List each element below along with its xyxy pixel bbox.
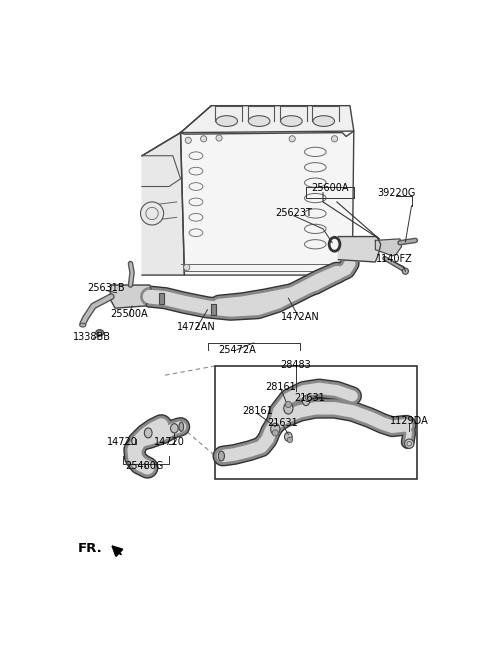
Bar — [211, 304, 216, 315]
Text: 25500A: 25500A — [110, 308, 148, 319]
Ellipse shape — [170, 424, 178, 433]
Text: 25480G: 25480G — [125, 461, 164, 471]
Circle shape — [141, 202, 164, 225]
Ellipse shape — [285, 432, 292, 441]
Polygon shape — [180, 131, 354, 275]
Text: 39220G: 39220G — [377, 188, 415, 197]
Text: 14720: 14720 — [108, 437, 138, 447]
Circle shape — [184, 264, 190, 270]
Text: 1338BB: 1338BB — [73, 332, 111, 342]
Circle shape — [285, 401, 291, 407]
Text: 28161: 28161 — [242, 406, 273, 417]
Ellipse shape — [216, 115, 238, 127]
Circle shape — [305, 394, 312, 401]
Text: 25472A: 25472A — [218, 345, 256, 355]
Ellipse shape — [271, 423, 280, 435]
Circle shape — [289, 136, 295, 142]
Ellipse shape — [281, 115, 302, 127]
Ellipse shape — [80, 323, 86, 327]
Text: FR.: FR. — [78, 542, 103, 555]
Text: 21631: 21631 — [294, 393, 324, 403]
Bar — [159, 293, 164, 304]
Polygon shape — [142, 133, 184, 275]
Text: 14720: 14720 — [154, 437, 184, 447]
Text: 1140FZ: 1140FZ — [375, 254, 412, 264]
Polygon shape — [375, 239, 402, 256]
Ellipse shape — [302, 396, 310, 405]
Text: 25600A: 25600A — [311, 183, 348, 193]
Ellipse shape — [96, 330, 104, 336]
Text: 1472AN: 1472AN — [280, 312, 319, 322]
Ellipse shape — [144, 428, 152, 438]
Ellipse shape — [284, 403, 293, 414]
Circle shape — [402, 268, 408, 274]
Text: 28483: 28483 — [281, 360, 312, 370]
Circle shape — [332, 136, 337, 142]
Text: 25623T: 25623T — [276, 209, 312, 218]
Circle shape — [201, 136, 207, 142]
Text: 1129DA: 1129DA — [390, 416, 429, 426]
Circle shape — [272, 430, 278, 436]
Polygon shape — [338, 237, 381, 262]
Ellipse shape — [218, 451, 225, 461]
Text: 21631: 21631 — [267, 418, 299, 428]
Circle shape — [287, 437, 293, 443]
Bar — [215, 366, 417, 479]
Ellipse shape — [313, 115, 335, 127]
Circle shape — [185, 137, 192, 144]
Circle shape — [405, 439, 414, 448]
Circle shape — [332, 263, 337, 269]
Polygon shape — [110, 285, 152, 308]
Text: 1472AN: 1472AN — [177, 321, 216, 332]
Text: 28161: 28161 — [265, 382, 296, 392]
Ellipse shape — [248, 115, 270, 127]
Ellipse shape — [179, 422, 184, 432]
Text: 25631B: 25631B — [87, 283, 125, 293]
Polygon shape — [180, 106, 354, 136]
Circle shape — [216, 135, 222, 141]
